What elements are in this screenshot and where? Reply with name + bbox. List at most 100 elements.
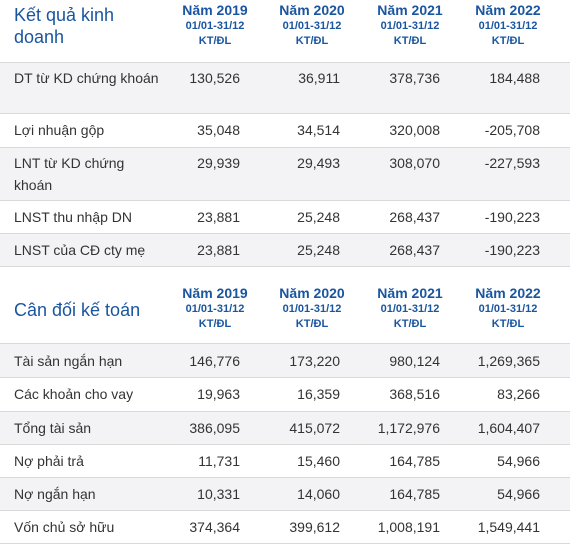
cell-value: 368,516 [389,386,440,402]
cell-value: 1,604,407 [477,420,540,436]
row-label: Vốn chủ sở hữu [14,519,115,535]
column-year: Năm 2019 [182,2,248,18]
cell-value: 399,612 [289,519,340,535]
column-period: 01/01-31/12 [185,303,245,315]
column-period: 01/01-31/12 [380,20,440,32]
column-year: Năm 2021 [377,2,443,18]
balance-sheet-section: Cân đối kế toán Năm 2019 01/01-31/12 KT/… [0,267,570,544]
column-year: Năm 2019 [182,285,248,301]
cell-value: 184,488 [489,70,540,86]
cell-value: 268,437 [389,242,440,258]
cell-value: 25,248 [297,209,340,225]
column-header-2019: Năm 2019 01/01-31/12 KT/ĐL [169,2,261,49]
cell-value: 980,124 [389,353,440,369]
column-unit: KT/ĐL [295,35,329,47]
table-row: Nợ phải trả 11,731 15,460 164,785 54,966 [0,445,570,478]
cell-value: 11,731 [198,453,240,469]
column-header-2021: Năm 2021 01/01-31/12 KT/ĐL [364,285,456,332]
cell-value: 130,526 [189,70,240,86]
cell-value: 19,963 [197,386,240,402]
cell-value: 54,966 [497,486,540,502]
table-row: Lợi nhuận gộp 35,048 34,514 320,008 -205… [0,114,570,148]
row-label: Lợi nhuận gộp [14,122,105,138]
column-unit: KT/ĐL [491,35,525,47]
cell-value: 415,072 [289,420,340,436]
row-label: Nợ phải trả [14,453,84,469]
column-header-2022: Năm 2022 01/01-31/12 KT/ĐL [462,285,554,332]
cell-value: 1,549,441 [477,519,540,535]
column-year: Năm 2022 [475,2,541,18]
cell-value: 1,269,365 [477,353,540,369]
row-label: Tài sản ngắn hạn [14,353,123,369]
cell-value: 320,008 [389,122,440,138]
row-label: Các khoản cho vay [14,386,134,402]
cell-value: 308,070 [389,155,440,171]
column-period: 01/01-31/12 [478,20,538,32]
cell-value: -227,593 [484,155,540,171]
column-unit: KT/ĐL [198,318,232,330]
table-row: Các khoản cho vay 19,963 16,359 368,516 … [0,378,570,412]
income-statement-section: Kết quả kinh doanh Năm 2019 01/01-31/12 … [0,0,570,267]
table-row: Tổng tài sản 386,095 415,072 1,172,976 1… [0,412,570,445]
table-row: LNST thu nhập DN 23,881 25,248 268,437 -… [0,201,570,234]
column-unit: KT/ĐL [393,318,427,330]
row-label: LNT từ KD chứng khoán [14,155,125,193]
balance-sheet-header: Cân đối kế toán Năm 2019 01/01-31/12 KT/… [0,267,570,344]
column-unit: KT/ĐL [491,318,525,330]
cell-value: 36,911 [298,70,340,86]
column-unit: KT/ĐL [198,35,232,47]
cell-value: 14,060 [297,486,340,502]
column-period: 01/01-31/12 [282,303,342,315]
table-row: LNST của CĐ cty mẹ 23,881 25,248 268,437… [0,234,570,267]
column-header-2020: Năm 2020 01/01-31/12 KT/ĐL [266,2,358,49]
cell-value: 1,008,191 [377,519,440,535]
cell-value: 386,095 [189,420,240,436]
cell-value: -190,223 [484,209,540,225]
column-header-2020: Năm 2020 01/01-31/12 KT/ĐL [266,285,358,332]
cell-value: 164,785 [389,453,440,469]
row-label: Tổng tài sản [14,420,92,436]
row-label: Nợ ngắn hạn [14,486,96,502]
cell-value: -190,223 [484,242,540,258]
table-row: Nợ ngắn hạn 10,331 14,060 164,785 54,966 [0,478,570,511]
income-statement-header: Kết quả kinh doanh Năm 2019 01/01-31/12 … [0,0,570,63]
section-title: Kết quả kinh doanh [14,5,115,47]
cell-value: 34,514 [297,122,340,138]
cell-value: -205,708 [484,122,540,138]
table-row: Tài sản ngắn hạn 146,776 173,220 980,124… [0,344,570,378]
cell-value: 378,736 [389,70,440,86]
column-year: Năm 2020 [279,2,345,18]
cell-value: 83,266 [497,386,540,402]
cell-value: 23,881 [197,209,240,225]
column-year: Năm 2020 [279,285,345,301]
cell-value: 35,048 [197,122,240,138]
cell-value: 146,776 [189,353,240,369]
row-label: DT từ KD chứng khoán [14,70,159,86]
column-unit: KT/ĐL [295,318,329,330]
cell-value: 54,966 [497,453,540,469]
cell-value: 16,359 [297,386,340,402]
column-header-2022: Năm 2022 01/01-31/12 KT/ĐL [462,2,554,49]
column-year: Năm 2022 [475,285,541,301]
column-header-2019: Năm 2019 01/01-31/12 KT/ĐL [169,285,261,332]
section-title: Cân đối kế toán [14,300,141,320]
row-label: LNST của CĐ cty mẹ [14,242,146,258]
column-period: 01/01-31/12 [478,303,538,315]
cell-value: 25,248 [297,242,340,258]
column-unit: KT/ĐL [393,35,427,47]
column-period: 01/01-31/12 [282,20,342,32]
cell-value: 374,364 [189,519,240,535]
cell-value: 15,460 [297,453,340,469]
cell-value: 173,220 [289,353,340,369]
cell-value: 29,939 [197,155,240,171]
column-period: 01/01-31/12 [380,303,440,315]
row-label: LNST thu nhập DN [14,209,133,225]
cell-value: 1,172,976 [377,420,440,436]
cell-value: 23,881 [197,242,240,258]
column-year: Năm 2021 [377,285,443,301]
column-header-2021: Năm 2021 01/01-31/12 KT/ĐL [364,2,456,49]
cell-value: 164,785 [389,486,440,502]
table-row: Vốn chủ sở hữu 374,364 399,612 1,008,191… [0,511,570,544]
table-row: LNT từ KD chứng khoán 29,939 29,493 308,… [0,148,570,201]
table-row: DT từ KD chứng khoán 130,526 36,911 378,… [0,63,570,114]
